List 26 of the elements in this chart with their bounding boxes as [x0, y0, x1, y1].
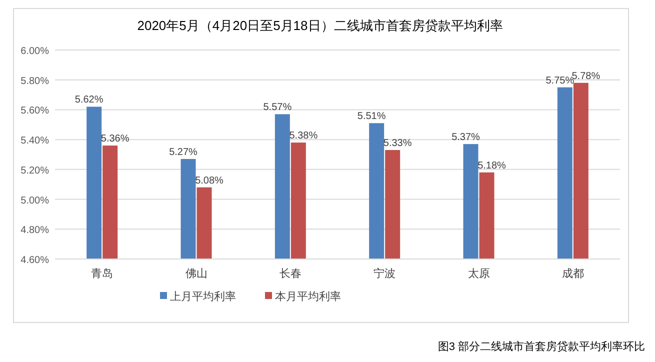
x-tick-label: 青岛	[91, 267, 114, 280]
data-label: 5.75%	[546, 75, 574, 86]
x-tick-label: 太原	[468, 267, 490, 280]
x-tick-label: 宁波	[374, 267, 396, 280]
data-label: 5.27%	[169, 146, 198, 158]
data-label: 5.37%	[452, 132, 480, 144]
y-tick-label: 5.20%	[20, 165, 50, 176]
data-label: 5.51%	[357, 111, 386, 122]
data-label: 5.18%	[478, 160, 506, 172]
legend-label: 本月平均利率	[275, 290, 341, 303]
data-label: 5.57%	[263, 102, 292, 114]
y-tick-label: 5.80%	[20, 76, 50, 87]
chart-title: 2020年5月（4月20日至5月18日）二线城市首套房贷款平均利率	[137, 18, 503, 33]
caption: 图3 部分二线城市首套房贷款平均利率环比	[438, 340, 645, 353]
y-tick-label: 4.60%	[20, 255, 50, 266]
y-tick-label: 5.00%	[20, 195, 50, 206]
y-tick-label: 6.00%	[20, 46, 50, 57]
data-label: 5.08%	[195, 175, 224, 186]
data-label: 5.62%	[74, 94, 104, 106]
y-tick-label: 4.80%	[20, 225, 50, 236]
x-tick-label: 佛山	[185, 267, 208, 280]
y-tick-label: 5.60%	[20, 106, 50, 117]
x-tick-label: 长春	[279, 267, 302, 280]
y-tick-label: 5.40%	[20, 136, 50, 147]
x-tick-label: 成都	[562, 267, 584, 280]
legend-label: 上月平均利率	[170, 290, 236, 303]
